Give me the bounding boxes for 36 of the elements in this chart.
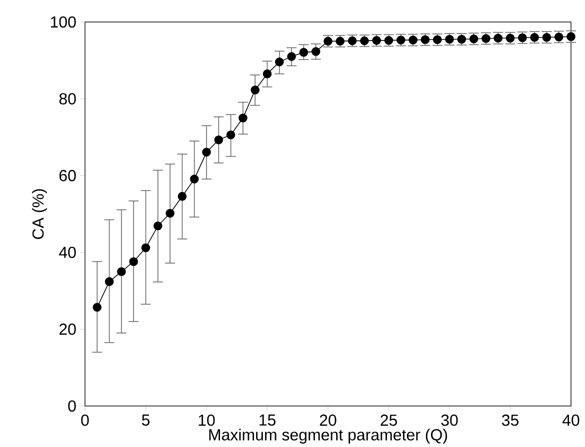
point [104,277,114,286]
x-tick-label: 0 [81,414,89,426]
point [129,257,138,266]
x-tick-label: 30 [441,414,458,426]
point [250,86,260,94]
y-tick-label: 0 [68,400,76,412]
x-tick-label: 20 [320,414,336,426]
x-tick-label: 35 [502,414,518,426]
point [117,267,126,276]
point [166,208,174,218]
x-tick-label: 10 [198,414,215,426]
x-tick-label: 40 [562,414,580,426]
x-tick-label: 25 [380,414,397,426]
y-tick-label: 100 [50,16,76,28]
point [141,243,150,252]
point [287,52,296,61]
point [92,302,102,312]
point [311,47,320,56]
y-tick-label: 80 [59,93,76,104]
point [214,136,224,144]
point [226,130,236,140]
point [178,192,187,201]
point [262,69,272,78]
point [238,114,248,122]
x-axis-title: Maximum segment parameter (Q) [209,428,448,444]
point [190,174,199,184]
x-tick-label: 5 [142,414,150,426]
point [275,58,284,66]
point [154,222,162,230]
point [202,148,211,157]
x-tick-label: 15 [260,414,276,426]
point [299,48,308,57]
y-axis-title: CA (%) [32,189,47,239]
y-tick-label: 60 [59,170,76,182]
y-tick-label: 40 [59,246,76,258]
y-tick-label: 20 [59,324,76,335]
